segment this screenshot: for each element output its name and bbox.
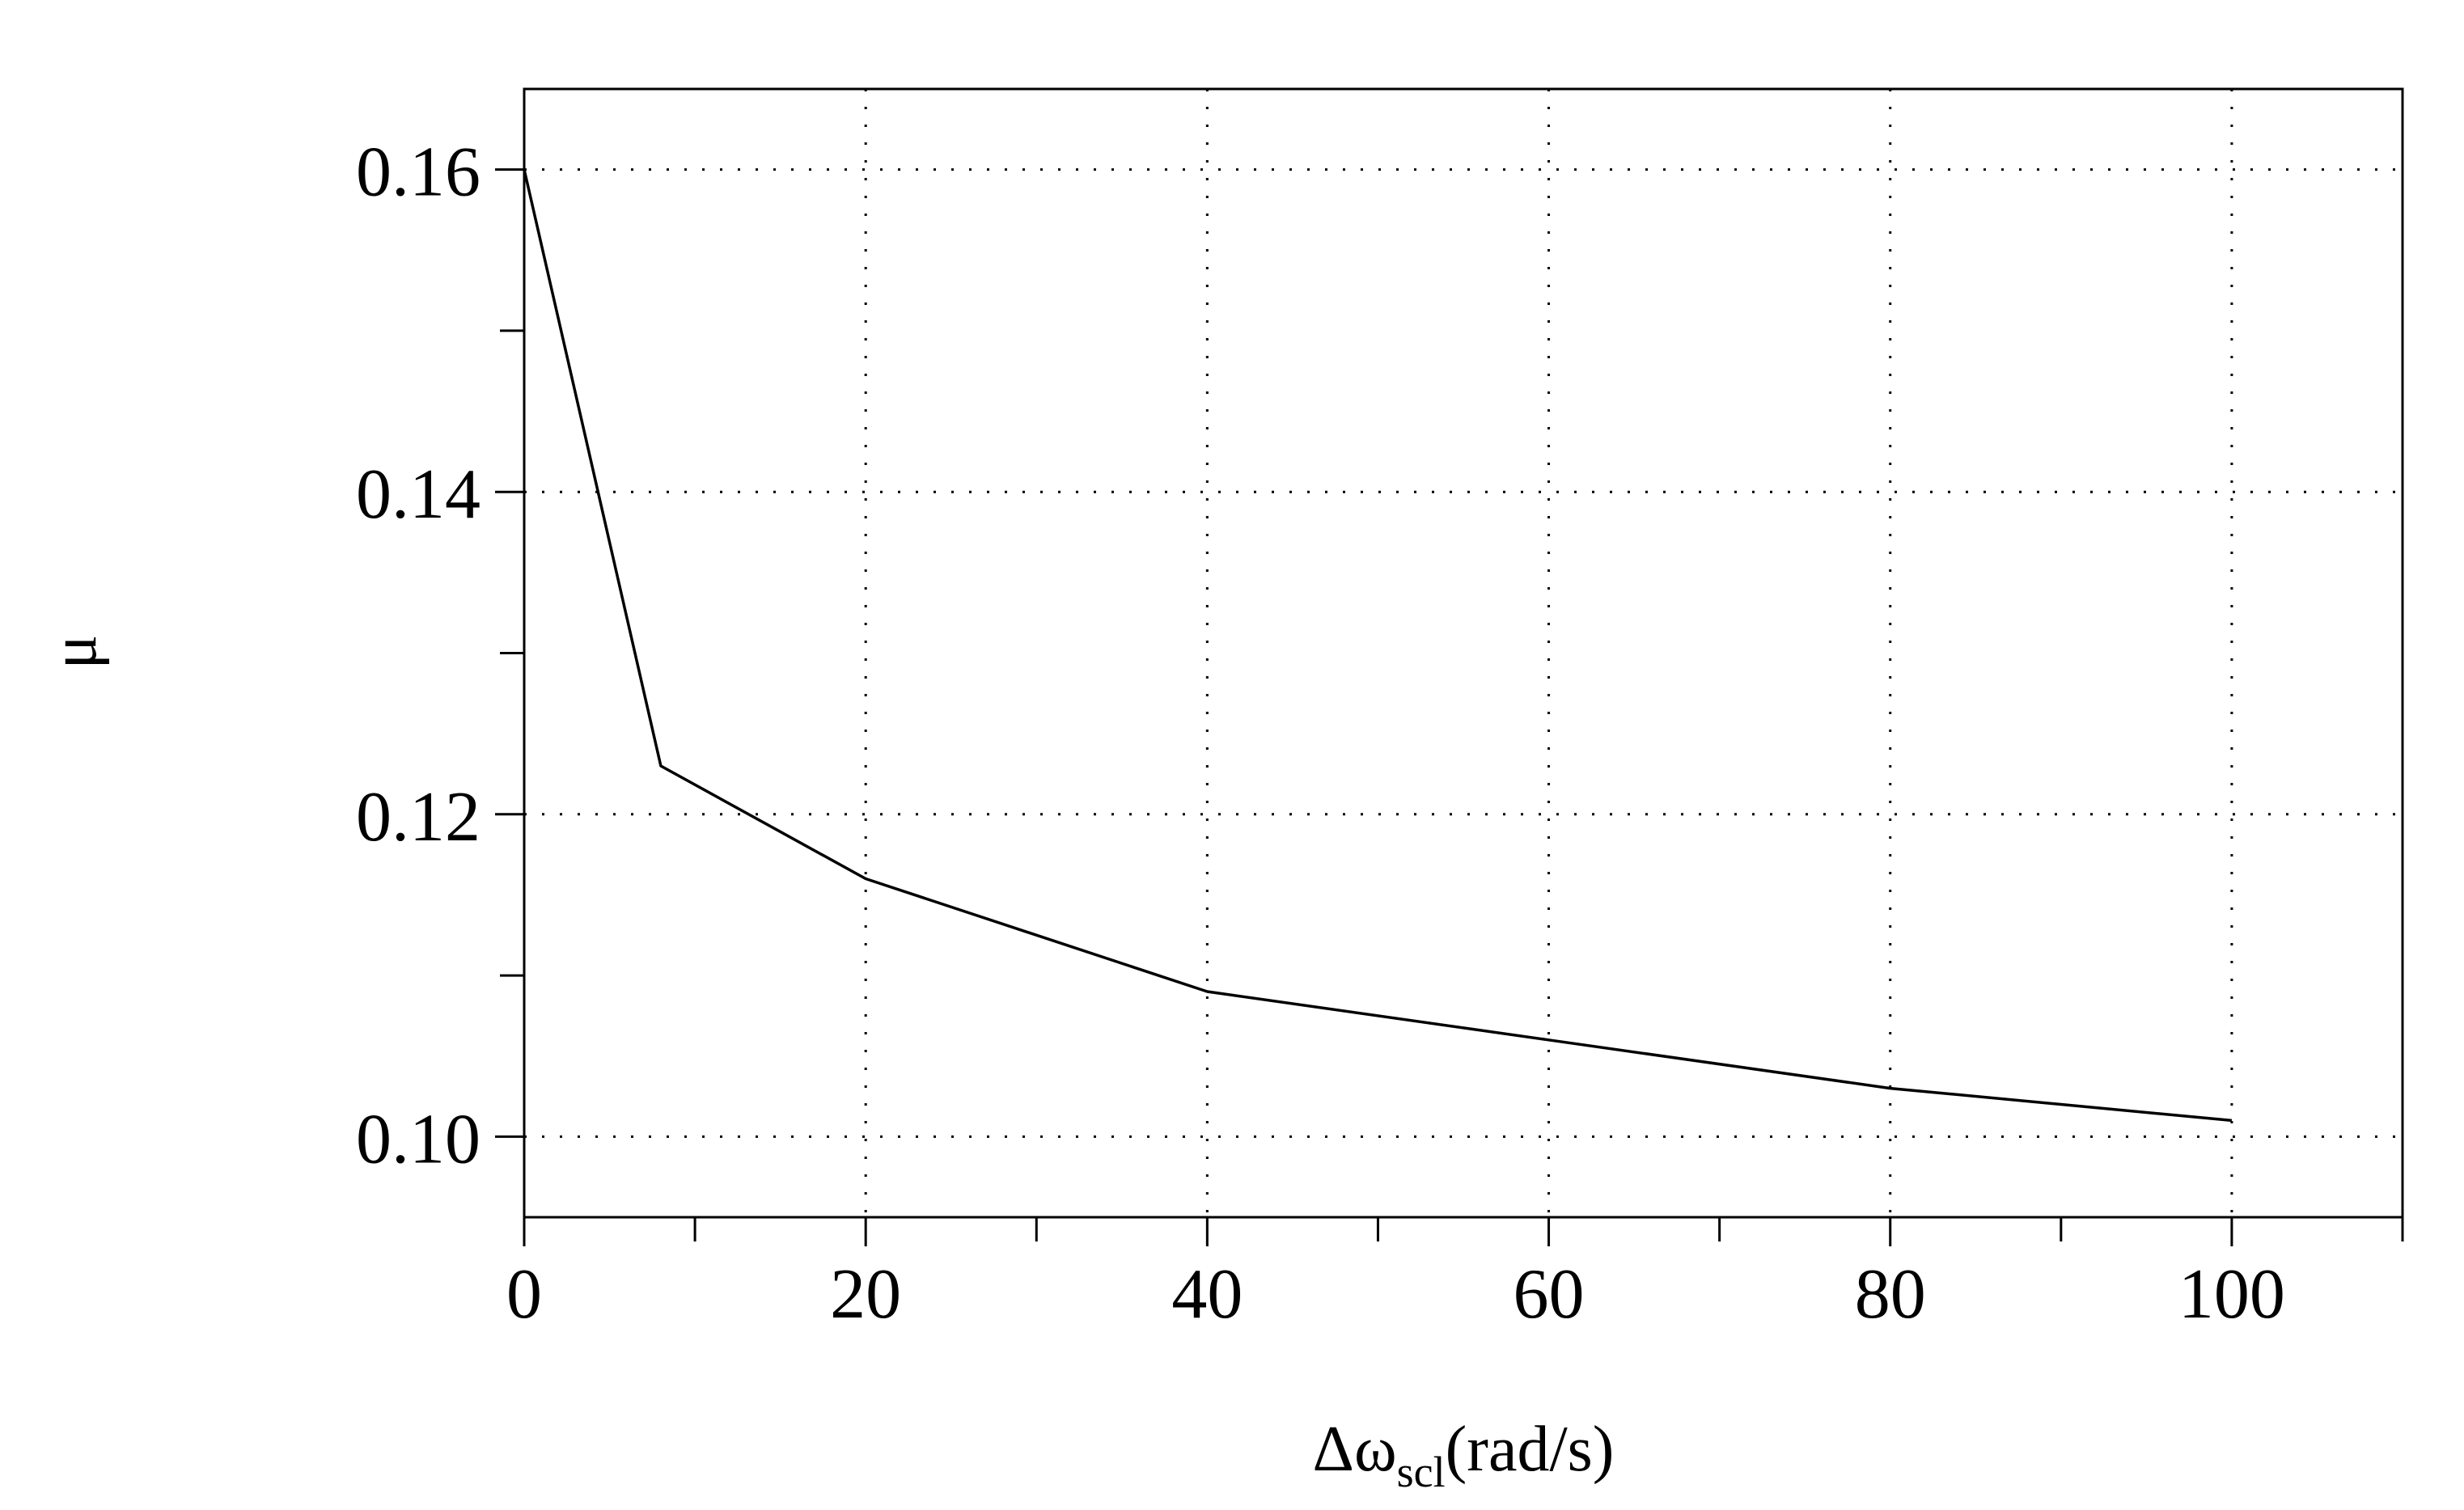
x-tick-label: 0 (506, 1255, 542, 1334)
grid (524, 89, 2403, 1217)
x-axis-label: Δωscl(rad/s) (1313, 1414, 1615, 1496)
plot-frame (523, 87, 2404, 1219)
x-tick-label: 60 (1514, 1255, 1585, 1334)
y-tick-label: 0.16 (356, 133, 481, 212)
x-tick-label: 20 (830, 1255, 901, 1334)
y-tick-labels: 0.10 0.12 0.14 0.16 (356, 133, 481, 1179)
y-axis-label: μ (39, 635, 110, 670)
x-tick-labels: 0 20 40 60 80 100 (506, 1255, 2285, 1334)
x-tick-label: 100 (2178, 1255, 2285, 1334)
axis-ticks (495, 168, 2404, 1246)
series-line (523, 169, 2233, 1123)
x-tick-label: 80 (1855, 1255, 1926, 1334)
series-layer (523, 169, 2233, 1123)
y-tick-label: 0.10 (356, 1100, 481, 1178)
x-tick-label: 40 (1171, 1255, 1243, 1334)
y-tick-label: 0.14 (356, 455, 481, 534)
y-tick-label: 0.12 (356, 778, 481, 857)
